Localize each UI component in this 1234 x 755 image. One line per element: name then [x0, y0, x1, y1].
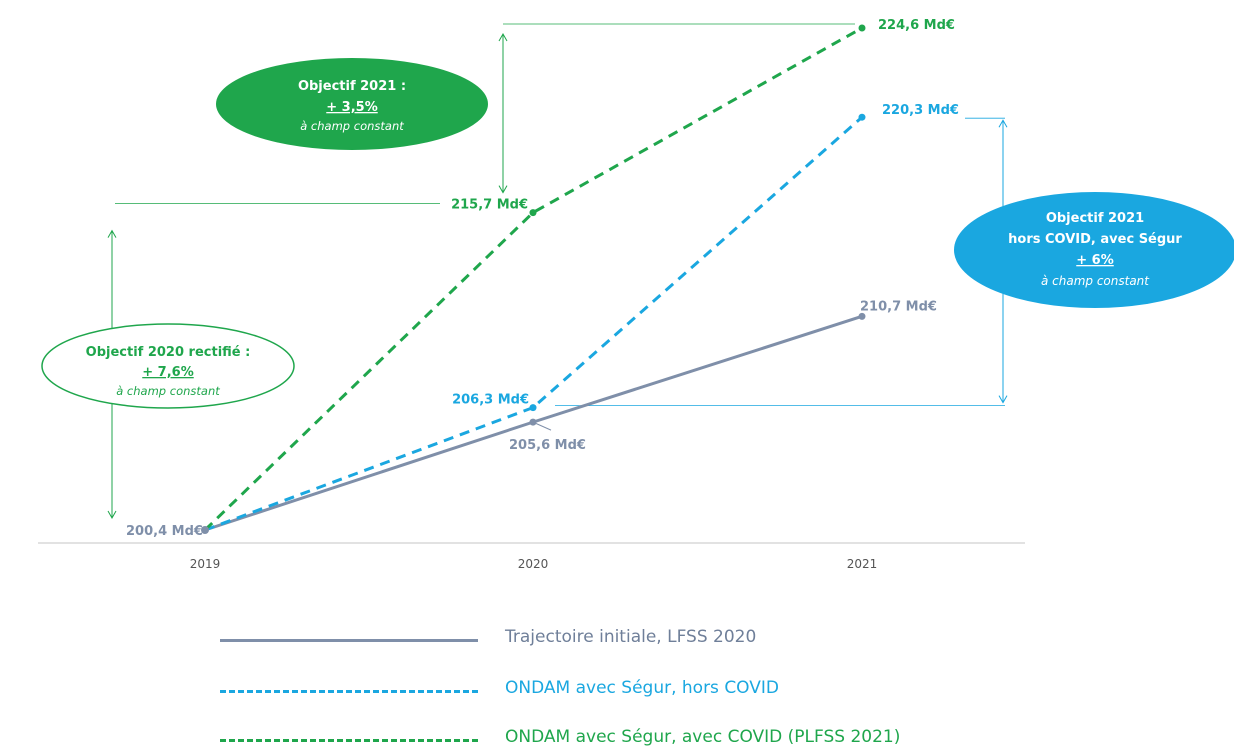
legend-label: ONDAM avec Ségur, hors COVID	[505, 678, 780, 698]
data-point	[529, 404, 537, 412]
data-point	[858, 312, 866, 320]
series-lines	[201, 24, 866, 534]
x-tick-labels: 2019 2020 2021	[190, 557, 878, 571]
legend-item-avec-covid: ONDAM avec Ségur, avec COVID (PLFSS 2021…	[220, 725, 1020, 755]
value-label: 205,6 Md€	[509, 438, 586, 453]
legend-label: ONDAM avec Ségur, avec COVID (PLFSS 2021…	[505, 727, 901, 747]
legend-swatch	[220, 639, 478, 642]
data-point	[529, 418, 537, 426]
value-label: 224,6 Md€	[878, 18, 955, 33]
annotation-note: à champ constant	[116, 384, 220, 398]
value-label: 210,7 Md€	[860, 299, 937, 314]
bracket-arrow-2021-hors-covid-head-top	[998, 119, 1008, 128]
annotation-ellipse	[216, 58, 488, 150]
annotation-note: à champ constant	[1041, 274, 1150, 288]
bracket-arrow-2021-hors-covid-head-bottom	[998, 395, 1008, 404]
annotation-title: Objectif 2021	[1046, 211, 1144, 226]
annotation-objectif-2021: Objectif 2021 : + 3,5% à champ constant	[216, 58, 488, 150]
x-tick-label: 2020	[518, 557, 549, 571]
annotation-value: + 7,6%	[142, 365, 193, 380]
bracket-arrow-2021-head-bottom	[498, 185, 508, 194]
annotation-value: + 6%	[1076, 253, 1114, 268]
bracket-arrow-2021-head-top	[498, 32, 508, 42]
annotation-title: Objectif 2021 :	[298, 79, 406, 94]
value-label: 200,4 Md€	[126, 524, 203, 539]
legend-item-hors-covid: ONDAM avec Ségur, hors COVID	[220, 676, 1020, 706]
value-label: 220,3 Md€	[882, 103, 959, 118]
value-labels: 200,4 Md€ 205,6 Md€ 210,7 Md€ 206,3 Md€ 220,…	[126, 18, 959, 539]
x-tick-label: 2019	[190, 557, 221, 571]
annotation-objectif-2021-hors-covid: Objectif 2021 hors COVID, avec Ségur + 6…	[954, 192, 1234, 308]
annotation-value: + 3,5%	[326, 100, 377, 115]
annotation-title: Objectif 2020 rectifié :	[86, 345, 251, 360]
legend-label: Trajectoire initiale, LFSS 2020	[505, 627, 757, 647]
bracket-arrow-2020-head-bottom	[107, 510, 117, 520]
bracket-arrow-2020-head-top	[107, 229, 117, 238]
data-point	[529, 209, 537, 217]
leader-line	[532, 421, 552, 431]
legend-item-trajectoire: Trajectoire initiale, LFSS 2020	[220, 625, 1020, 655]
annotation-note: à champ constant	[300, 119, 404, 133]
annotation-ellipse	[954, 192, 1234, 308]
value-label: 215,7 Md€	[451, 198, 528, 213]
annotation-objectif-2020: Objectif 2020 rectifié : + 7,6% à champ …	[41, 323, 295, 409]
legend-swatch	[220, 690, 478, 693]
value-label: 206,3 Md€	[452, 393, 529, 408]
series-line	[204, 116, 863, 532]
data-point	[201, 526, 209, 534]
legend-swatch	[220, 739, 478, 742]
annotation-ellipse	[41, 323, 295, 409]
data-point	[858, 113, 866, 121]
annotation-subtitle: hors COVID, avec Ségur	[1008, 232, 1182, 247]
data-point	[858, 24, 866, 32]
x-tick-label: 2021	[847, 557, 878, 571]
